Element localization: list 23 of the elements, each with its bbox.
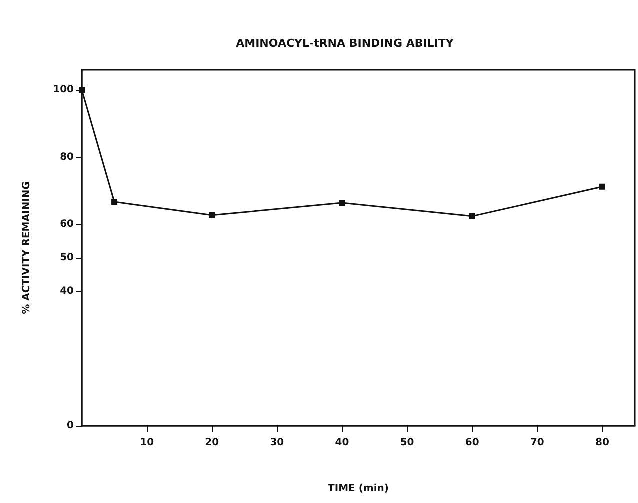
x-tick-label: 70 bbox=[530, 438, 544, 448]
y-tick-label: 0 bbox=[67, 420, 74, 432]
x-tick-label: 50 bbox=[400, 438, 414, 448]
point bbox=[209, 212, 216, 218]
point bbox=[339, 200, 346, 206]
x-tick-label: 80 bbox=[596, 438, 610, 448]
y-axis-title: % ACTIVITY REMAINING bbox=[22, 182, 32, 314]
y-tick-label: 60 bbox=[60, 218, 74, 230]
x-axis-title: TIME (min) bbox=[328, 484, 389, 494]
x-tick-label: 40 bbox=[335, 438, 350, 448]
x-tick-label: 30 bbox=[270, 438, 284, 448]
point bbox=[469, 213, 476, 220]
point bbox=[79, 87, 85, 94]
point bbox=[599, 184, 606, 190]
y-tick-label: 100 bbox=[53, 84, 74, 96]
x-tick-label: 10 bbox=[140, 438, 154, 448]
y-tick-label: 50 bbox=[60, 252, 74, 264]
x-tick-label: 60 bbox=[465, 438, 480, 448]
chart-title: AMINOACYL-tRNA BINDING ABILITY bbox=[236, 37, 455, 50]
y-tick-label: 40 bbox=[60, 286, 74, 298]
x-tick-label: 20 bbox=[205, 438, 220, 448]
y-tick-label: 80 bbox=[60, 152, 74, 163]
point bbox=[112, 198, 118, 205]
